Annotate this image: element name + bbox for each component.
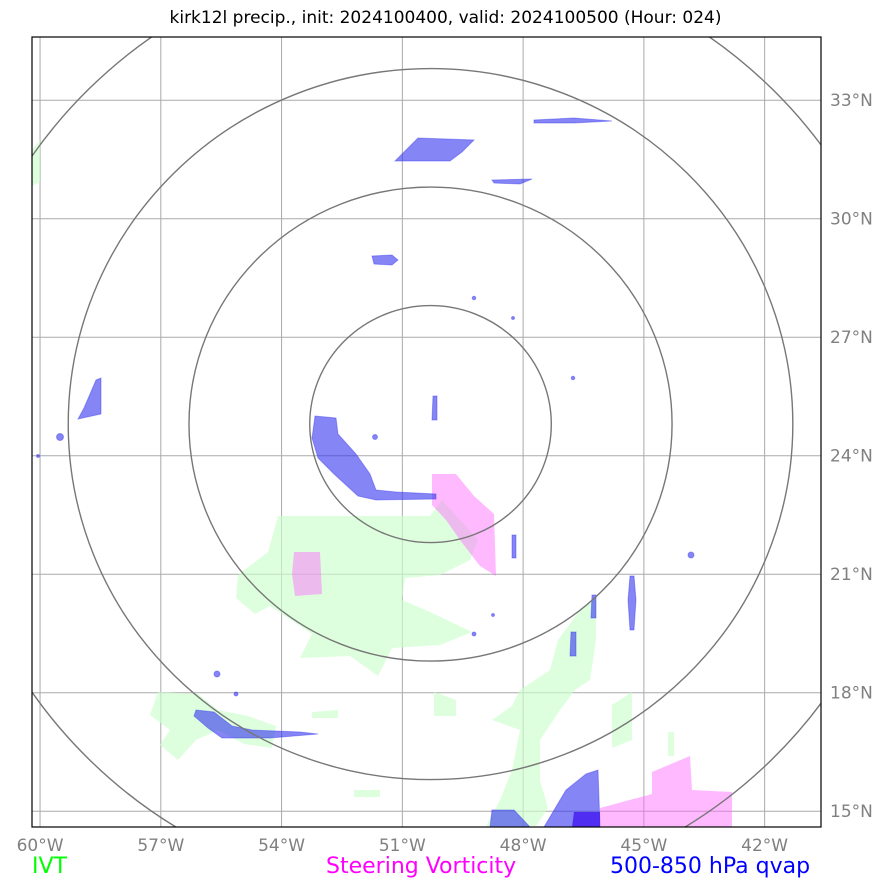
ivt-region-small-d bbox=[668, 732, 674, 756]
qvap-patch-west bbox=[77, 377, 102, 420]
latitude-labels: 15°N 18°N 21°N 24°N 27°N 30°N 33°N bbox=[830, 91, 873, 822]
qvap-strip-mid-b bbox=[569, 631, 577, 657]
lat-label-5: 30°N bbox=[830, 210, 873, 230]
qvap-strip-center bbox=[431, 395, 438, 421]
vorticity-region-center bbox=[432, 474, 496, 576]
ivt-region-small-e bbox=[32, 140, 40, 186]
ivt-region-central bbox=[236, 500, 478, 676]
lat-label-0: 15°N bbox=[830, 802, 873, 822]
vorticity-layer bbox=[292, 474, 732, 827]
lon-label-1: 57°W bbox=[137, 836, 184, 856]
qvap-dot-9 bbox=[471, 631, 477, 637]
range-ring-3 bbox=[67, 67, 794, 781]
range-ring-1 bbox=[309, 304, 552, 544]
lat-label-2: 21°N bbox=[830, 565, 873, 585]
lon-label-2: 54°W bbox=[258, 836, 305, 856]
lat-label-3: 24°N bbox=[830, 447, 873, 467]
lon-label-0: 60°W bbox=[17, 836, 64, 856]
vorticity-region-southeast bbox=[600, 756, 732, 827]
qvap-band-center bbox=[311, 415, 437, 501]
ivt-region-small-c bbox=[354, 790, 380, 797]
qvap-patch-small-a bbox=[371, 254, 399, 266]
qvap-dot-1 bbox=[56, 433, 64, 441]
lat-label-4: 27°N bbox=[830, 328, 873, 348]
ivt-region-east bbox=[612, 692, 632, 748]
qvap-dot-6 bbox=[471, 295, 477, 301]
map-frame bbox=[31, 36, 822, 828]
qvap-dot-2 bbox=[372, 434, 378, 440]
qvap-strip-small bbox=[511, 534, 517, 559]
ivt-region-south bbox=[486, 596, 596, 826]
lon-label-4: 48°W bbox=[500, 836, 547, 856]
map-title: kirk12l precip., init: 2024100400, valid… bbox=[169, 8, 722, 28]
legend-ivt: IVT bbox=[32, 854, 67, 879]
longitude-labels: 60°W 57°W 54°W 51°W 48°W 45°W 42°W bbox=[17, 836, 789, 856]
qvap-overlap-layer bbox=[572, 812, 600, 827]
legend-qvap: 500-850 hPa qvap bbox=[610, 854, 811, 879]
qvap-streak-north-b bbox=[491, 178, 533, 185]
qvap-band-southwest bbox=[193, 709, 319, 739]
qvap-streak-north-a bbox=[533, 117, 613, 124]
ivt-region-small-a bbox=[434, 692, 456, 716]
lon-label-5: 45°W bbox=[620, 836, 667, 856]
lat-label-6: 33°N bbox=[830, 91, 873, 111]
qvap-strip-east bbox=[627, 575, 637, 631]
range-ring-2 bbox=[188, 186, 673, 662]
qvap-dot-8 bbox=[570, 375, 576, 381]
qvap-dot-3 bbox=[687, 551, 695, 559]
lon-label-3: 51°W bbox=[379, 836, 426, 856]
vorticity-region-west bbox=[292, 552, 322, 596]
qvap-patch-north bbox=[393, 137, 476, 162]
lon-label-6: 42°W bbox=[741, 836, 788, 856]
qvap-dot-7 bbox=[511, 316, 515, 320]
qvap-patch-south bbox=[489, 809, 531, 827]
qvap-dot-5 bbox=[233, 691, 239, 697]
qvap-dot-11 bbox=[36, 454, 40, 458]
ivt-region-small-b bbox=[312, 710, 338, 718]
qvap-layer bbox=[36, 117, 695, 827]
qvap-overlap-southeast bbox=[572, 812, 600, 827]
legend-steering-vorticity: Steering Vorticity bbox=[326, 854, 517, 879]
qvap-dot-10 bbox=[491, 613, 495, 617]
qvap-dot-4 bbox=[213, 670, 221, 678]
lat-label-1: 18°N bbox=[830, 684, 873, 704]
